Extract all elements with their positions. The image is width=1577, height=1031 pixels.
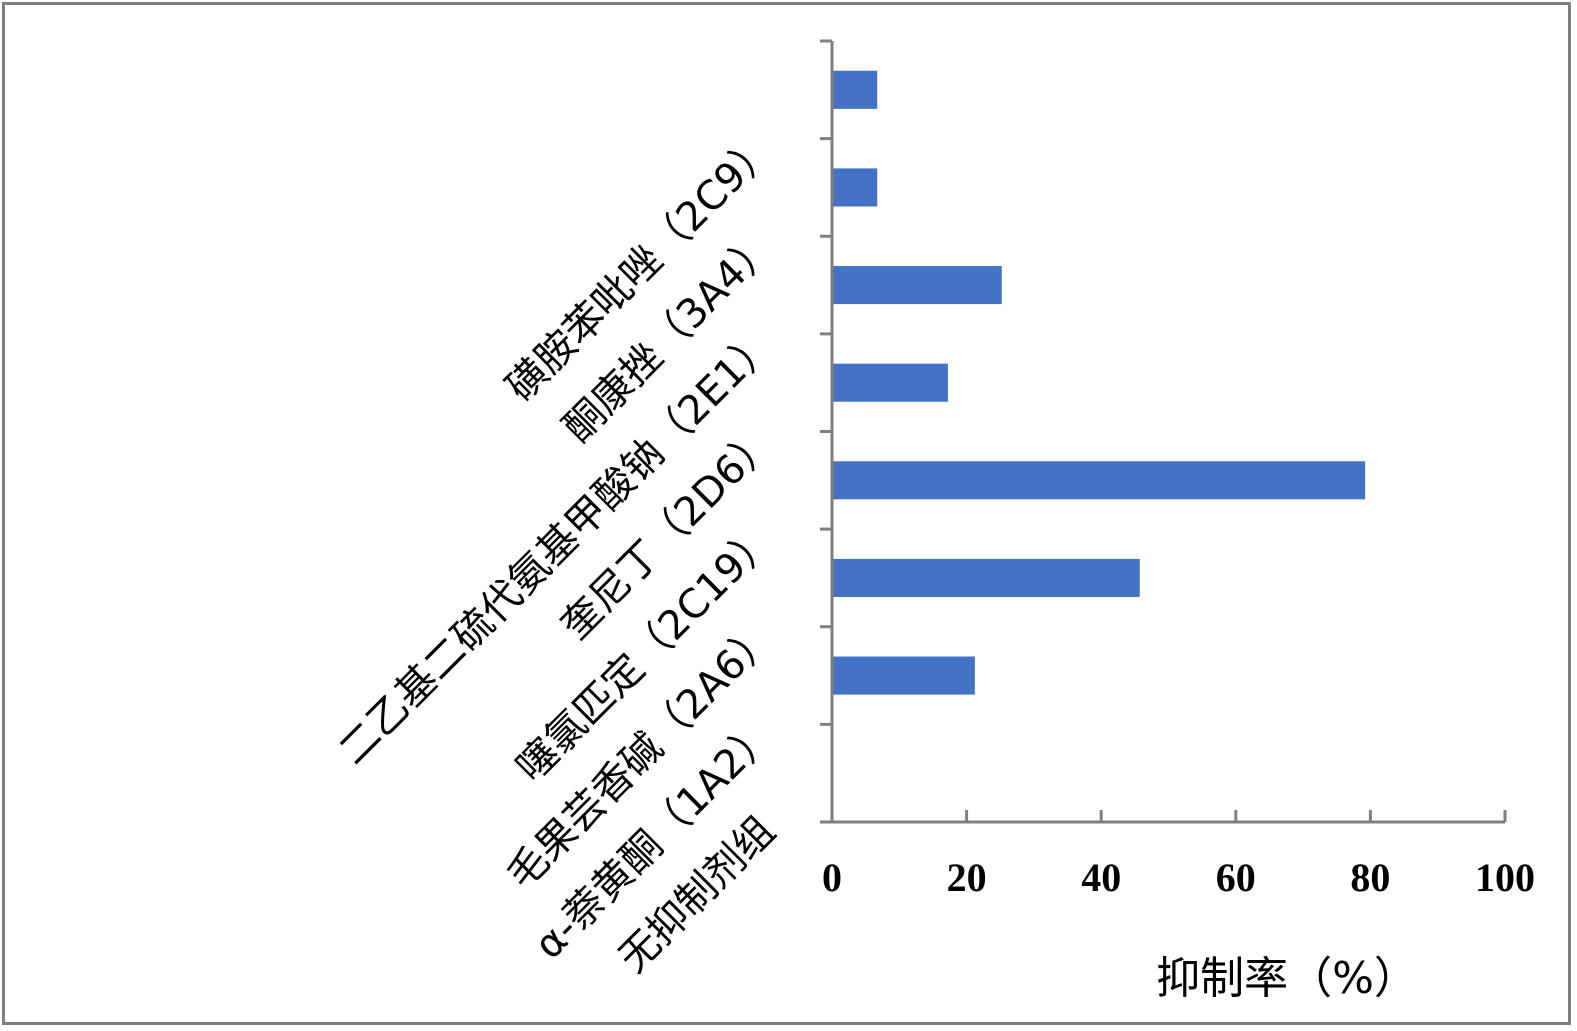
x-axis-title: 抑制率（%） xyxy=(1156,953,1418,1004)
bar xyxy=(833,363,948,402)
category-labels: 磺胺苯吡唑（2C9）酮康挫（3A4）二乙基二硫代氨基甲酸钠（2E1）奎尼丁（2D… xyxy=(330,124,784,981)
bar xyxy=(833,70,878,109)
x-tick-label: 40 xyxy=(1081,855,1121,900)
x-tick-label: 0 xyxy=(822,855,842,900)
x-tick-label: 20 xyxy=(947,855,987,900)
bar xyxy=(833,461,1366,500)
x-tick-label: 80 xyxy=(1350,855,1390,900)
bar-chart: 0 20 40 60 80 100 磺胺苯吡唑（2C9）酮康挫（3A4）二乙基二硫代氨基甲… xyxy=(330,39,1535,1004)
bars-layer xyxy=(833,70,1366,695)
bar xyxy=(833,656,975,695)
bar xyxy=(833,558,1140,597)
bar xyxy=(833,266,1002,305)
x-tick-label: 60 xyxy=(1216,855,1256,900)
x-tick-labels: 0 20 40 60 80 100 xyxy=(822,855,1535,900)
bar xyxy=(833,168,878,207)
axes-layer xyxy=(820,39,1507,824)
x-tick-label: 100 xyxy=(1475,855,1535,900)
